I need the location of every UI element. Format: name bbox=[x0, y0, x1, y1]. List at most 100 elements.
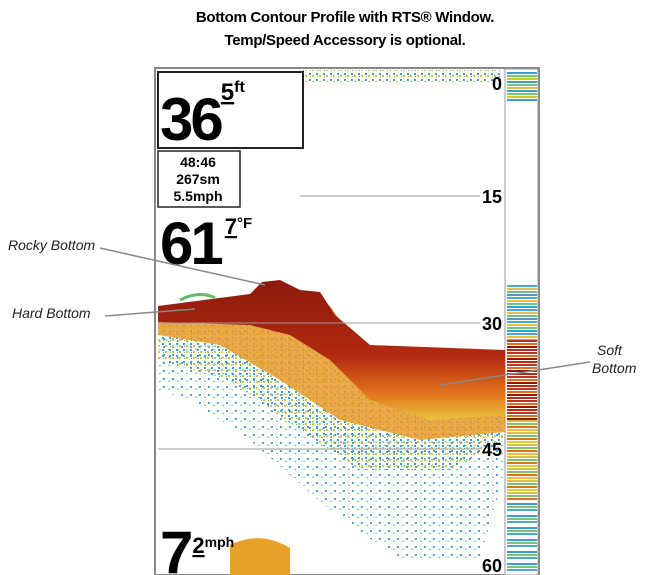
callout-line bbox=[439, 361, 591, 386]
depth-readout: 365ft bbox=[160, 79, 245, 153]
rts-bar bbox=[507, 291, 537, 293]
rts-bar bbox=[507, 465, 537, 467]
rts-bar bbox=[507, 349, 537, 351]
rts-bar bbox=[507, 468, 537, 470]
depth-scale-label: 60 bbox=[482, 556, 502, 575]
rts-bar bbox=[507, 96, 537, 98]
depth-scale-label: 45 bbox=[482, 440, 502, 460]
rts-bar bbox=[507, 327, 537, 329]
speed-readout: 72mph bbox=[160, 519, 234, 575]
title-line: Temp/Speed Accessory is optional. bbox=[224, 32, 465, 49]
rts-bar bbox=[507, 75, 537, 77]
rts-bar bbox=[507, 406, 537, 408]
rts-bar bbox=[507, 444, 537, 446]
rts-bar bbox=[507, 321, 537, 323]
rts-bar bbox=[507, 412, 537, 414]
temp-unit: °F bbox=[237, 215, 252, 232]
rts-bar bbox=[507, 509, 537, 511]
rts-bar bbox=[507, 403, 537, 405]
rts-bar bbox=[507, 551, 537, 553]
callout-label: Soft bbox=[597, 342, 623, 358]
rts-bar bbox=[507, 492, 537, 494]
rts-bar bbox=[507, 330, 537, 332]
info-box bbox=[157, 150, 241, 208]
sonar-screen: 365ft 48:46 267sm 5.5mph 61 7°F 72mph 0 1… bbox=[154, 67, 540, 575]
rts-bar bbox=[507, 438, 537, 440]
rts-bar bbox=[507, 312, 537, 314]
surface-clutter bbox=[300, 70, 500, 82]
rts-bar bbox=[507, 486, 537, 488]
rts-bar bbox=[507, 495, 537, 497]
rts-bar bbox=[507, 364, 537, 366]
rts-bar bbox=[507, 429, 537, 431]
temp-decimal: 7 bbox=[225, 214, 237, 239]
depth-whole: 36 bbox=[160, 86, 222, 153]
depth-scale-label: 15 bbox=[482, 187, 502, 207]
rts-bar bbox=[507, 563, 537, 565]
rts-bar bbox=[507, 285, 537, 287]
rts-bar bbox=[507, 373, 537, 375]
rts-bar bbox=[507, 536, 537, 538]
rts-bar bbox=[507, 530, 537, 532]
rts-bar bbox=[507, 382, 537, 384]
rts-bar bbox=[507, 376, 537, 378]
rts-bar bbox=[507, 340, 537, 342]
rts-bar bbox=[507, 527, 537, 529]
rts-bar bbox=[507, 420, 537, 422]
info-distance: 267sm bbox=[176, 171, 220, 187]
rts-bar bbox=[507, 512, 537, 514]
info-speed: 5.5mph bbox=[173, 188, 222, 204]
rts-bars bbox=[507, 72, 537, 571]
rts-bar bbox=[507, 315, 537, 317]
rts-bar bbox=[507, 432, 537, 434]
depth-unit: ft bbox=[234, 79, 245, 96]
rts-bar bbox=[507, 462, 537, 464]
rts-bar bbox=[507, 450, 537, 452]
rts-bar bbox=[507, 418, 537, 420]
rts-bar bbox=[507, 297, 537, 299]
rts-bar bbox=[507, 306, 537, 308]
depth-scale-label: 0 bbox=[492, 74, 502, 94]
callout-label: Hard Bottom bbox=[12, 305, 91, 321]
rts-bar bbox=[507, 397, 537, 399]
rts-bar bbox=[507, 303, 537, 305]
rts-bar bbox=[507, 566, 537, 568]
rts-bar bbox=[507, 426, 537, 428]
rts-bar bbox=[507, 288, 537, 290]
rts-bar bbox=[507, 84, 537, 86]
rts-bar bbox=[507, 489, 537, 491]
rts-bar bbox=[507, 294, 537, 296]
rts-bar bbox=[507, 355, 537, 357]
rts-bar bbox=[507, 477, 537, 479]
depth-scale-label: 30 bbox=[482, 314, 502, 334]
rts-bar bbox=[507, 367, 537, 369]
rts-bar bbox=[507, 324, 537, 326]
rts-bar bbox=[507, 471, 537, 473]
rts-bar bbox=[507, 542, 537, 544]
rts-bar bbox=[507, 358, 537, 360]
bottom-return-red bbox=[158, 280, 505, 420]
rts-bar bbox=[507, 456, 537, 458]
rts-bar bbox=[507, 554, 537, 556]
rts-bar bbox=[507, 545, 537, 547]
rts-bar bbox=[507, 539, 537, 541]
depth-decimal: 5 bbox=[221, 79, 234, 106]
info-time: 48:46 bbox=[180, 154, 216, 170]
speed-whole: 7 bbox=[160, 519, 191, 575]
rts-bar bbox=[507, 391, 537, 393]
rts-bar bbox=[507, 336, 537, 338]
rts-bar bbox=[507, 81, 537, 83]
rts-bar bbox=[507, 569, 537, 571]
rts-bar bbox=[507, 521, 537, 523]
temp-readout: 61 7°F bbox=[160, 210, 252, 277]
rts-bar bbox=[507, 435, 537, 437]
depth-box bbox=[157, 71, 304, 149]
callout-line bbox=[99, 247, 266, 286]
rts-bar bbox=[507, 93, 537, 95]
rts-bar bbox=[507, 394, 537, 396]
rts-bar bbox=[507, 560, 537, 562]
fish-return bbox=[230, 538, 290, 575]
rts-bar bbox=[507, 515, 537, 517]
rts-bar bbox=[507, 453, 537, 455]
